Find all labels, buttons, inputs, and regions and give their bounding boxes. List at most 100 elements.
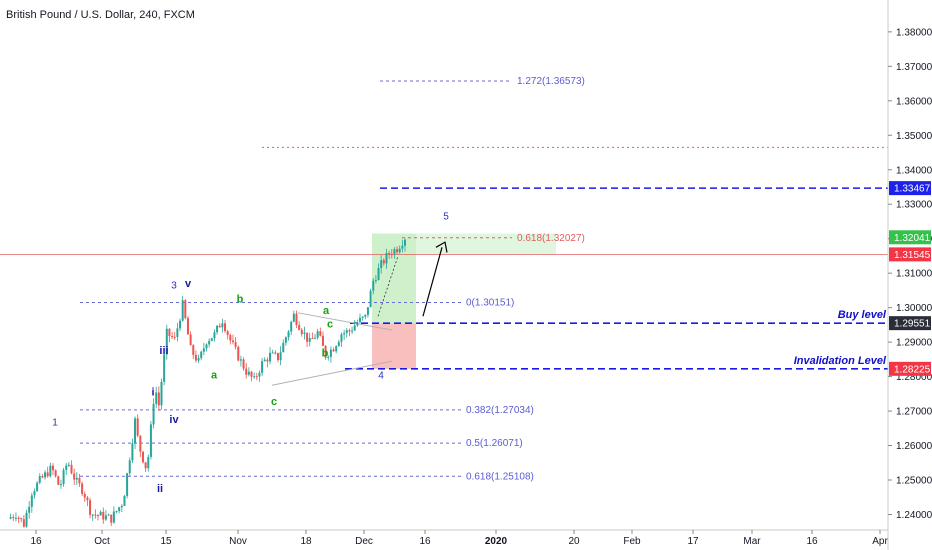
chart-title: British Pound / U.S. Dollar, 240, FXCM <box>6 9 195 21</box>
candle-body <box>128 460 131 474</box>
fib-label: 0.618(1.25108) <box>466 471 534 482</box>
candle-body <box>104 515 107 520</box>
triangle-lower-line <box>271 360 393 386</box>
candle-body <box>255 376 258 378</box>
candle-body <box>364 314 367 317</box>
price-tick-label: 1.36000 <box>896 96 932 107</box>
candle-body <box>160 381 163 406</box>
candle-body <box>401 245 404 249</box>
time-axis: 16 Oct 15 Nov 18 Dec 16 2020 20 Feb 17 Mar 16 Apr <box>0 529 888 547</box>
candle-body <box>224 323 227 332</box>
candle-body <box>316 331 319 338</box>
candle-body <box>213 332 216 339</box>
fibonacci-levels: 1.272(1.36573) 0.618(1.32027) 0(1.30151) 0.… <box>80 76 585 482</box>
candle-body <box>404 239 406 246</box>
candle-body <box>237 346 240 361</box>
candle-body <box>303 332 306 335</box>
candle-body <box>253 376 256 378</box>
candle-body <box>321 335 324 346</box>
candle-body <box>73 473 76 480</box>
wave-label-green: c <box>271 396 277 408</box>
candle-body <box>261 361 264 373</box>
badge-price-line: 1.31545 <box>889 247 931 262</box>
candle-body <box>327 356 330 358</box>
candle-body <box>266 359 269 362</box>
candle-body <box>57 476 60 485</box>
price-tick-label: 1.37000 <box>896 62 932 73</box>
candle-body <box>186 318 189 335</box>
candle-body <box>374 280 377 282</box>
candle-body <box>205 344 208 349</box>
badge-current-bg <box>889 230 931 245</box>
price-tick-label: 1.27000 <box>896 407 932 418</box>
candle-body <box>290 321 293 332</box>
candle-body <box>390 254 393 256</box>
target-zone-extension <box>416 233 556 255</box>
candles <box>9 238 406 528</box>
candle-body <box>91 514 94 516</box>
candle-body <box>231 340 234 343</box>
candle-body <box>99 511 102 516</box>
candle-body <box>112 511 115 523</box>
candle-body <box>189 334 192 346</box>
candle-body <box>202 348 205 352</box>
candle-body <box>67 464 70 466</box>
candle-body <box>75 477 78 480</box>
candle-body <box>306 332 309 342</box>
target-arrow <box>422 247 443 317</box>
fib-label: 0.382(1.27034) <box>466 405 534 416</box>
candle-body <box>276 353 279 361</box>
fib-label: 1.272(1.36573) <box>517 76 585 87</box>
price-tick-label: 1.25000 <box>896 476 932 487</box>
candle-body <box>271 352 274 354</box>
candle-body <box>359 317 362 323</box>
candle-body <box>123 495 126 506</box>
price-axis: 1.24000 1.25000 1.26000 1.27000 1.28000 1.290… <box>887 0 932 550</box>
candle-body <box>83 493 86 498</box>
candle-body <box>30 495 33 507</box>
candle-body <box>149 424 152 457</box>
candle-body <box>197 358 200 361</box>
time-tick-label: 16 <box>419 536 431 547</box>
candle-body <box>345 330 348 334</box>
candle-body <box>382 260 385 264</box>
time-tick-label: 15 <box>160 536 172 547</box>
price-tick-label: 1.33000 <box>896 200 932 211</box>
time-tick-label: 16 <box>806 536 818 547</box>
candle-body <box>229 334 232 341</box>
price-tick-label: 1.30000 <box>896 303 932 314</box>
candle-body <box>366 307 369 315</box>
candle-body <box>181 300 184 321</box>
candle-body <box>343 333 346 335</box>
candle-body <box>14 517 17 519</box>
candle-body <box>210 338 213 341</box>
price-tick-label: 1.28000 <box>896 372 932 383</box>
badge-invalidation-bg <box>889 361 931 376</box>
candle-body <box>44 472 47 478</box>
candle-body <box>22 519 25 527</box>
candle-body <box>287 331 290 338</box>
time-tick-label: Oct <box>94 536 110 547</box>
badge-price-line-text: 1.31545 <box>894 250 931 261</box>
time-tick-label: Nov <box>229 536 247 547</box>
candle-body <box>107 514 110 516</box>
badge-resistance-text: 1.33467 <box>894 184 931 195</box>
candle-body <box>120 505 123 508</box>
wave-label-blue: 1 <box>52 418 58 429</box>
candle-body <box>173 336 176 338</box>
price-tick-label: 1.35000 <box>896 131 932 142</box>
candle-body <box>70 464 73 474</box>
candle-body <box>300 329 303 335</box>
candle-body <box>398 248 401 253</box>
candle-body <box>216 325 219 333</box>
candle-body <box>324 345 327 358</box>
time-tick-label: 18 <box>300 536 312 547</box>
wave-label-blue: v <box>185 278 192 290</box>
time-tick-label: 17 <box>687 536 699 547</box>
time-tick-label: 16 <box>30 536 42 547</box>
candle-body <box>361 316 364 318</box>
candle-body <box>118 507 121 512</box>
candle-body <box>155 392 158 404</box>
